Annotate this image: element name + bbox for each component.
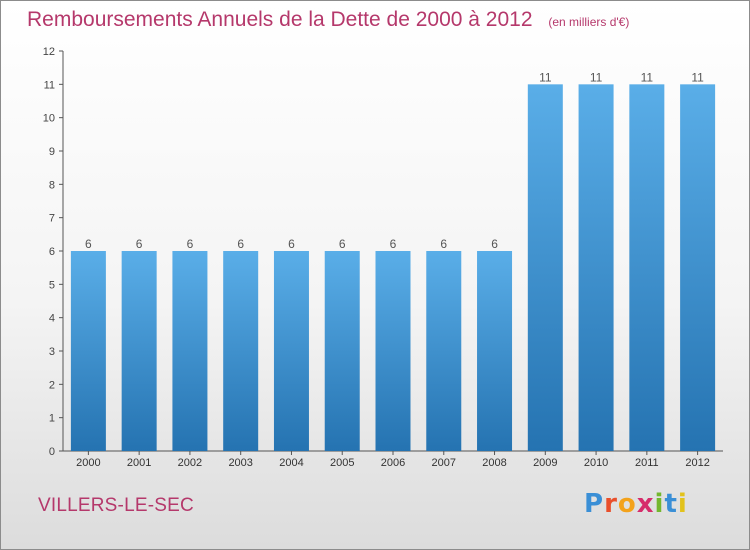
chart-title: Remboursements Annuels de la Dette de 20… [27, 8, 629, 32]
x-tick-label: 2011 [635, 457, 659, 469]
x-tick-label: 2001 [127, 457, 151, 469]
data-label: 6 [237, 237, 244, 251]
bar [121, 251, 157, 451]
data-label: 6 [187, 237, 194, 251]
logo-letter: i [654, 489, 665, 519]
x-tick-label: 2008 [482, 457, 506, 469]
data-labels: 6 6 6 6 6 6 6 6 6 11 11 11 11 [85, 70, 704, 251]
y-tick-label: 0 [49, 446, 55, 458]
data-label: 6 [440, 237, 447, 251]
x-tick-label: 2005 [330, 457, 354, 469]
bar [477, 251, 513, 451]
bar [527, 84, 563, 451]
y-tick-label: 4 [49, 313, 55, 325]
bar [375, 251, 411, 451]
logo-letter: x [636, 489, 655, 519]
x-tick-label: 2002 [178, 457, 202, 469]
data-label: 6 [136, 237, 143, 251]
title-text: Remboursements Annuels de la Dette de 20… [27, 8, 533, 31]
x-tick-label: 2007 [432, 457, 456, 469]
logo-letter: i [677, 489, 688, 519]
bar [70, 251, 106, 451]
logo-letter: o [617, 489, 637, 519]
logo-letter: r [604, 489, 618, 519]
proxiti-logo: Proxiti [584, 489, 688, 519]
bar [680, 84, 716, 451]
bar [629, 84, 665, 451]
y-tick-label: 9 [49, 146, 55, 158]
y-tick-label: 6 [49, 246, 55, 258]
x-tick-label: 2003 [228, 457, 252, 469]
y-tick-label: 11 [44, 79, 55, 91]
bar [324, 251, 360, 451]
data-label: 11 [590, 70, 603, 84]
x-tick-label: 2010 [584, 457, 608, 469]
data-label: 6 [390, 237, 397, 251]
y-tick-label: 7 [49, 213, 55, 225]
y-tick-label: 1 [49, 413, 55, 425]
commune-name: VILLERS-LE-SEC [38, 495, 194, 516]
x-tick-label: 2012 [685, 457, 709, 469]
y-tick-label: 5 [49, 279, 55, 291]
bar [273, 251, 309, 451]
data-label: 6 [339, 237, 346, 251]
bar [223, 251, 259, 451]
data-label: 6 [85, 237, 92, 251]
x-tick-label: 2000 [76, 457, 100, 469]
bar [172, 251, 208, 451]
data-label: 6 [491, 237, 498, 251]
data-label: 11 [539, 70, 552, 84]
bars [70, 84, 716, 451]
y-tick-label: 8 [49, 179, 55, 191]
y-tick-label: 10 [43, 113, 55, 125]
logo-letter: t [664, 489, 678, 519]
bar [426, 251, 462, 451]
logo-letter: P [584, 489, 605, 519]
y-tick-label: 3 [49, 346, 55, 358]
x-tick-label: 2004 [279, 457, 303, 469]
data-label: 6 [288, 237, 295, 251]
data-label: 11 [641, 70, 654, 84]
x-tick-label: 2006 [381, 457, 405, 469]
unit-label: (en milliers d'€) [548, 15, 630, 29]
data-label: 11 [691, 70, 704, 84]
y-tick-label: 2 [49, 379, 55, 391]
x-tick-label: 2009 [533, 457, 557, 469]
bar [578, 84, 614, 451]
y-tick-label: 12 [43, 46, 55, 58]
